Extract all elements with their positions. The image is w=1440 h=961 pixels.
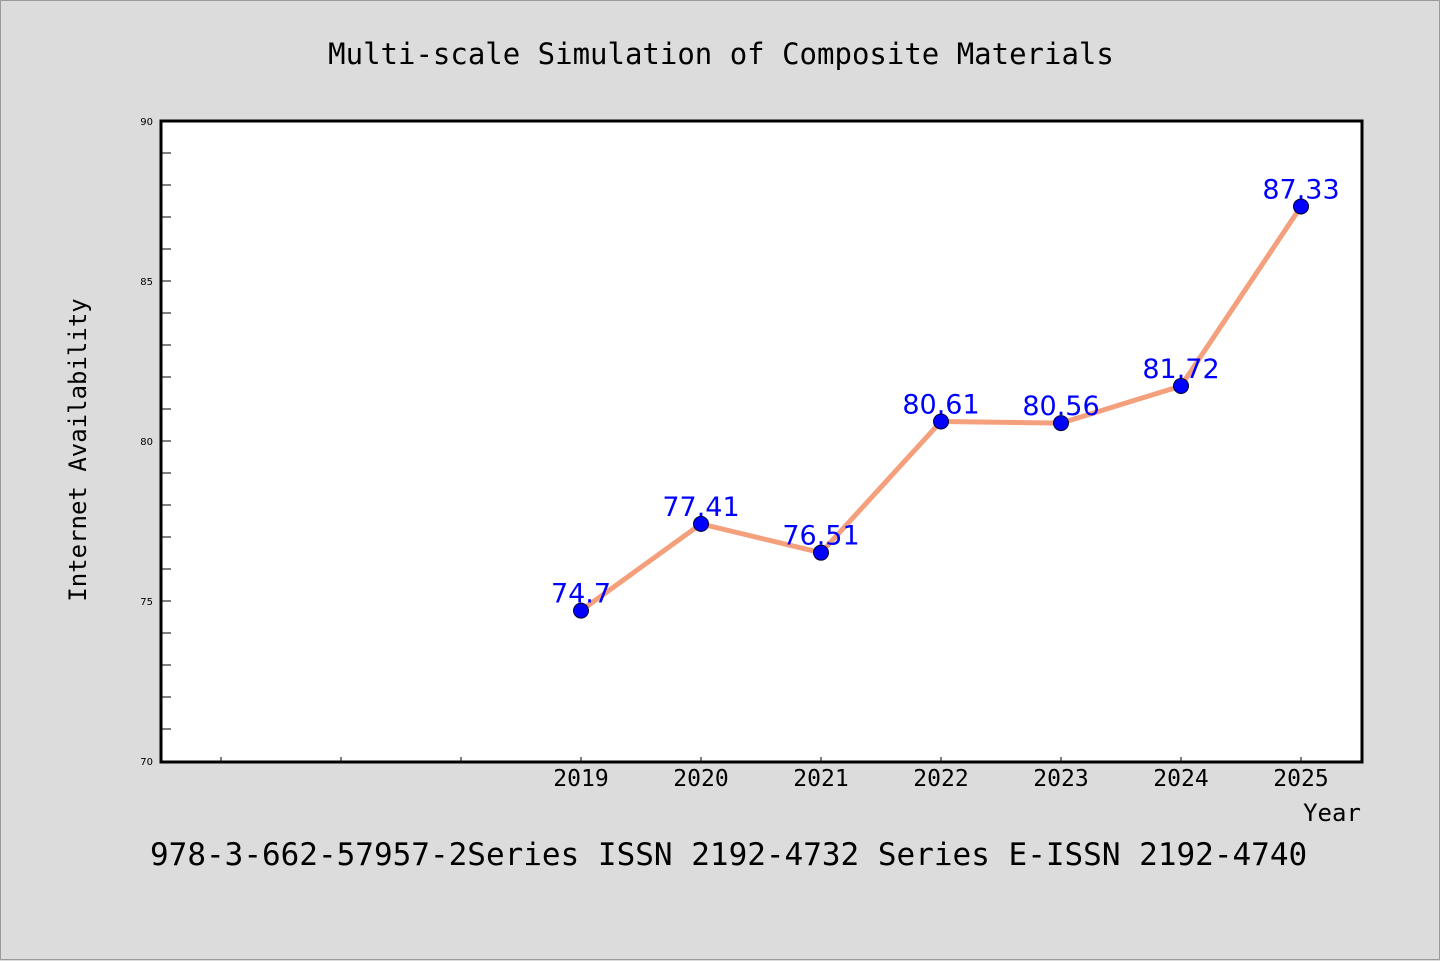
data-point <box>693 515 709 532</box>
data-labels: 74.7 77.41 76.51 80.61 80.56 81.72 87.33 <box>551 174 1340 609</box>
x-tick-label: 2021 <box>793 766 848 792</box>
data-label: 81.72 <box>1142 354 1219 385</box>
data-point <box>933 413 949 430</box>
data-point <box>1053 415 1069 432</box>
y-tick-label: 85 <box>140 277 153 288</box>
data-markers <box>573 198 1309 619</box>
data-point <box>573 602 589 619</box>
x-tick-labels: 2019 2020 2021 2022 2023 2024 2025 <box>553 766 1328 792</box>
data-label: 80.56 <box>1022 391 1099 422</box>
chart-title: Multi-scale Simulation of Composite Mate… <box>328 37 1114 71</box>
x-tick-label: 2023 <box>1033 766 1088 792</box>
x-tick-label: 2025 <box>1273 766 1328 792</box>
y-tick-label: 90 <box>140 117 153 128</box>
footer-isbn-text: 978-3-662-57957-2Series ISSN 2192-4732 S… <box>150 837 1307 873</box>
x-ticks <box>220 757 1302 761</box>
data-label: 80.61 <box>902 389 979 420</box>
y-minor-ticks <box>161 120 171 762</box>
x-tick-label: 2019 <box>553 766 608 792</box>
data-label: 76.51 <box>782 521 859 552</box>
x-tick-label: 2024 <box>1153 766 1208 792</box>
data-point <box>1293 198 1309 215</box>
x-axis-label: Year <box>1303 799 1361 827</box>
y-axis-label: Internet Availability <box>64 298 92 601</box>
data-point <box>1173 377 1189 394</box>
y-tick-label: 70 <box>140 757 153 768</box>
data-point <box>813 544 829 561</box>
y-tick-labels: 70 75 80 85 90 <box>140 117 153 768</box>
data-label: 77.41 <box>662 492 739 523</box>
y-tick-label: 75 <box>140 597 153 608</box>
data-label: 87.33 <box>1262 174 1339 205</box>
x-tick-label: 2020 <box>673 766 728 792</box>
data-label: 74.7 <box>551 579 611 610</box>
plot-area <box>159 119 1364 764</box>
x-tick-label: 2022 <box>913 766 968 792</box>
y-tick-label: 80 <box>140 437 153 448</box>
